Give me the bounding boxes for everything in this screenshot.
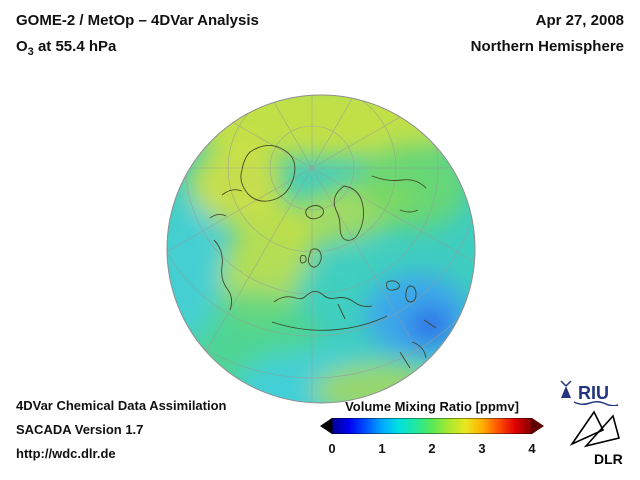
dlr-logo: DLR	[569, 410, 623, 467]
riu-logo: RIU	[560, 380, 619, 406]
colorbar-ticks: 0 1 2 3 4	[328, 439, 536, 456]
riu-logo-wave	[573, 400, 619, 406]
dlr-logo-wing-1	[569, 410, 605, 446]
colorbar-under-arrow	[320, 418, 332, 434]
dlr-logo-text: DLR	[594, 451, 623, 467]
subtitle-level: at 55.4 hPa	[33, 38, 117, 55]
figure-subtitle: O3 at 55.4 hPa	[16, 38, 116, 58]
subtitle-subscript: 3	[27, 46, 34, 58]
colorbar-tick-4: 4	[528, 441, 536, 456]
colorbar-title: Volume Mixing Ratio [ppmv]	[345, 399, 519, 414]
colorbar-block: Volume Mixing Ratio [ppmv] 0 1 2 3 4	[320, 399, 544, 456]
colorbar-tick-0: 0	[328, 441, 336, 456]
credit-line-1: 4DVar Chemical Data Assimilation	[16, 398, 227, 413]
figure-title: GOME-2 / MetOp – 4DVar Analysis	[16, 12, 259, 29]
colorbar-tick-3: 3	[478, 441, 486, 456]
colorbar-tick-1: 1	[378, 441, 386, 456]
colorbar-tick-2: 2	[428, 441, 436, 456]
credit-url: http://wdc.dlr.de	[16, 446, 116, 461]
riu-logo-text: RIU	[578, 383, 609, 403]
colorbar-gradient	[331, 417, 533, 435]
subtitle-species: O	[16, 38, 28, 55]
figure-region: Northern Hemisphere	[470, 38, 624, 55]
ozone-globe-map	[166, 94, 476, 404]
colorbar	[320, 417, 544, 435]
credit-line-2: SACADA Version 1.7	[16, 422, 144, 437]
colorbar-over-arrow	[532, 418, 544, 434]
figure-date: Apr 27, 2008	[535, 12, 624, 29]
globe-outline	[166, 94, 476, 404]
riu-logo-mark	[561, 386, 571, 398]
coastlines	[209, 145, 437, 369]
dlr-logo-wing-2	[583, 414, 620, 448]
riu-logo-antenna	[560, 380, 572, 387]
